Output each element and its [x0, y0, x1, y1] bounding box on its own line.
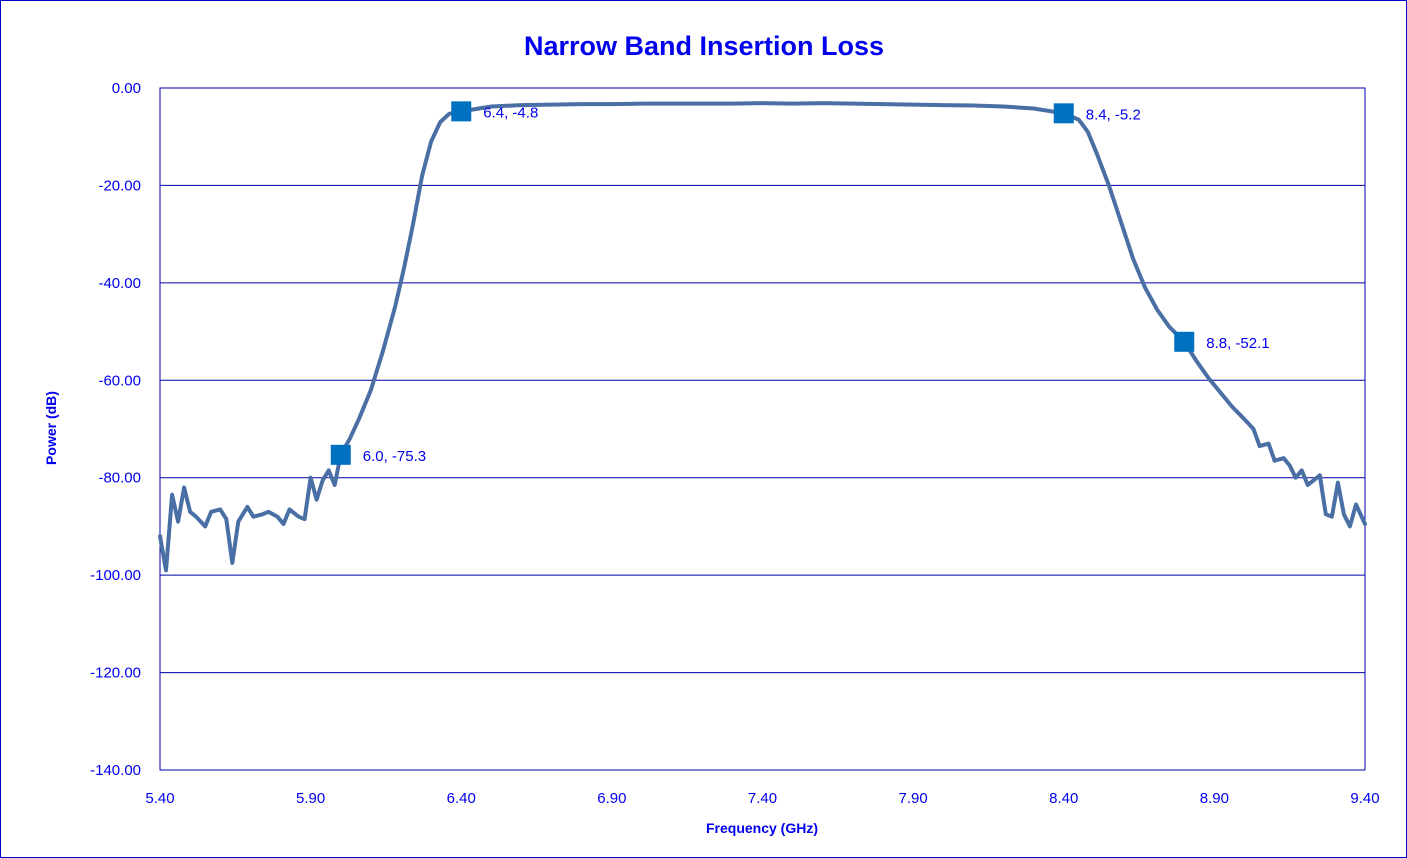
y-tick-label: -60.00	[98, 372, 141, 389]
marker-layer: 6.0, -75.3 6.4, -4.8 8.4, -5.2 8.8, -52.1	[330, 101, 1270, 465]
plot-area-border	[159, 87, 1366, 771]
x-axis-title: Frequency (GHz)	[706, 820, 818, 836]
data-label: 8.8, -52.1	[1206, 335, 1269, 352]
y-tick-labels: 0.00 -20.00 -40.00 -60.00 -80.00 -100.00 -120.…	[90, 80, 141, 779]
chart-title: Narrow Band Insertion Loss	[524, 31, 884, 61]
data-marker	[451, 101, 472, 122]
y-tick-label: -20.00	[98, 177, 141, 194]
series-layer	[158, 101, 1367, 573]
data-marker	[1174, 331, 1195, 352]
y-tick-label: -120.00	[90, 665, 141, 682]
data-label: 6.4, -4.8	[483, 104, 538, 121]
x-tick-label: 8.90	[1200, 790, 1229, 807]
y-axis-title: Power (dB)	[43, 391, 59, 465]
x-tick-label: 8.40	[1049, 790, 1078, 807]
data-label: 6.0, -75.3	[363, 448, 426, 465]
x-tick-label: 7.90	[899, 790, 928, 807]
data-marker	[330, 444, 351, 465]
x-tick-label: 5.90	[296, 790, 325, 807]
x-tick-label: 9.40	[1350, 790, 1379, 807]
x-tick-label: 6.90	[597, 790, 626, 807]
x-tick-label: 7.40	[748, 790, 777, 807]
y-tick-label: -40.00	[98, 275, 141, 292]
y-tick-label: -80.00	[98, 470, 141, 487]
data-marker	[1053, 103, 1074, 124]
x-tick-label: 5.40	[145, 790, 174, 807]
y-tick-label: -140.00	[90, 762, 141, 779]
x-tick-labels: 5.40 5.90 6.40 6.90 7.40 7.90 8.40 8.90 9.40	[145, 790, 1379, 807]
series-line	[158, 101, 1367, 573]
grid-lines	[160, 87, 1365, 771]
x-tick-label: 6.40	[447, 790, 476, 807]
y-tick-label: -100.00	[90, 567, 141, 584]
plot-border	[159, 87, 1366, 771]
data-label: 8.4, -5.2	[1086, 106, 1141, 123]
y-tick-label: 0.00	[112, 80, 141, 97]
